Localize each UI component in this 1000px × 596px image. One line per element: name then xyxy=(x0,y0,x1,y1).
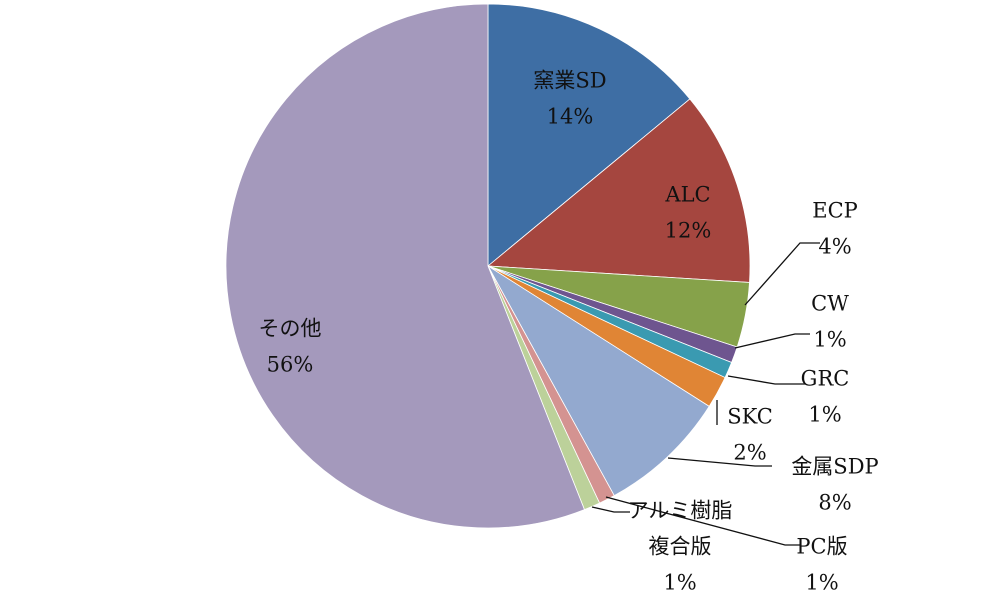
pie-slice xyxy=(486,98,751,283)
slice-labels: 窯業SD 14% ALC 12% ECP 4% CW 1% GRC 1% SKC 2% 金属SDP 8% P… xyxy=(259,69,879,595)
leader-line xyxy=(727,375,805,385)
slice-percent-label: 1% xyxy=(808,403,841,427)
slice-name-label: その他 xyxy=(259,317,322,341)
leader-lines xyxy=(591,242,820,546)
slice-percent-label: 1% xyxy=(805,571,838,595)
slice-percent-label: 4% xyxy=(818,235,851,259)
slice-name-label: SKC xyxy=(727,405,773,429)
slice-name-label: PC版 xyxy=(796,535,847,559)
pie-slice xyxy=(487,265,710,497)
pie-slice xyxy=(487,3,691,267)
slice-name-label: ECP xyxy=(812,199,858,223)
slice-percent-label: 12% xyxy=(665,219,712,243)
leader-line xyxy=(734,333,810,349)
slice-percent-label: 1% xyxy=(663,571,696,595)
pie-slices xyxy=(225,3,751,529)
slice-percent-label: 8% xyxy=(818,491,851,515)
slice-name-label: 金属SDP xyxy=(791,455,878,479)
pie-slice xyxy=(225,3,585,529)
leader-line xyxy=(744,242,820,306)
slice-name-label: GRC xyxy=(801,367,850,391)
leader-line xyxy=(605,496,800,546)
leader-line xyxy=(667,457,772,467)
slice-name-label: CW xyxy=(811,292,849,316)
slice-name-label: ALC xyxy=(664,183,710,207)
leader-line xyxy=(591,506,630,513)
slice-percent-label: 1% xyxy=(813,328,846,352)
slice-percent-label: 56% xyxy=(267,353,314,377)
slice-percent-label: 2% xyxy=(733,441,766,465)
slice-name-label: アルミ樹脂 xyxy=(628,499,733,523)
slice-name-label: 複合版 xyxy=(649,535,712,559)
slice-percent-label: 14% xyxy=(547,105,594,129)
slice-name-label: 窯業SD xyxy=(533,69,606,93)
